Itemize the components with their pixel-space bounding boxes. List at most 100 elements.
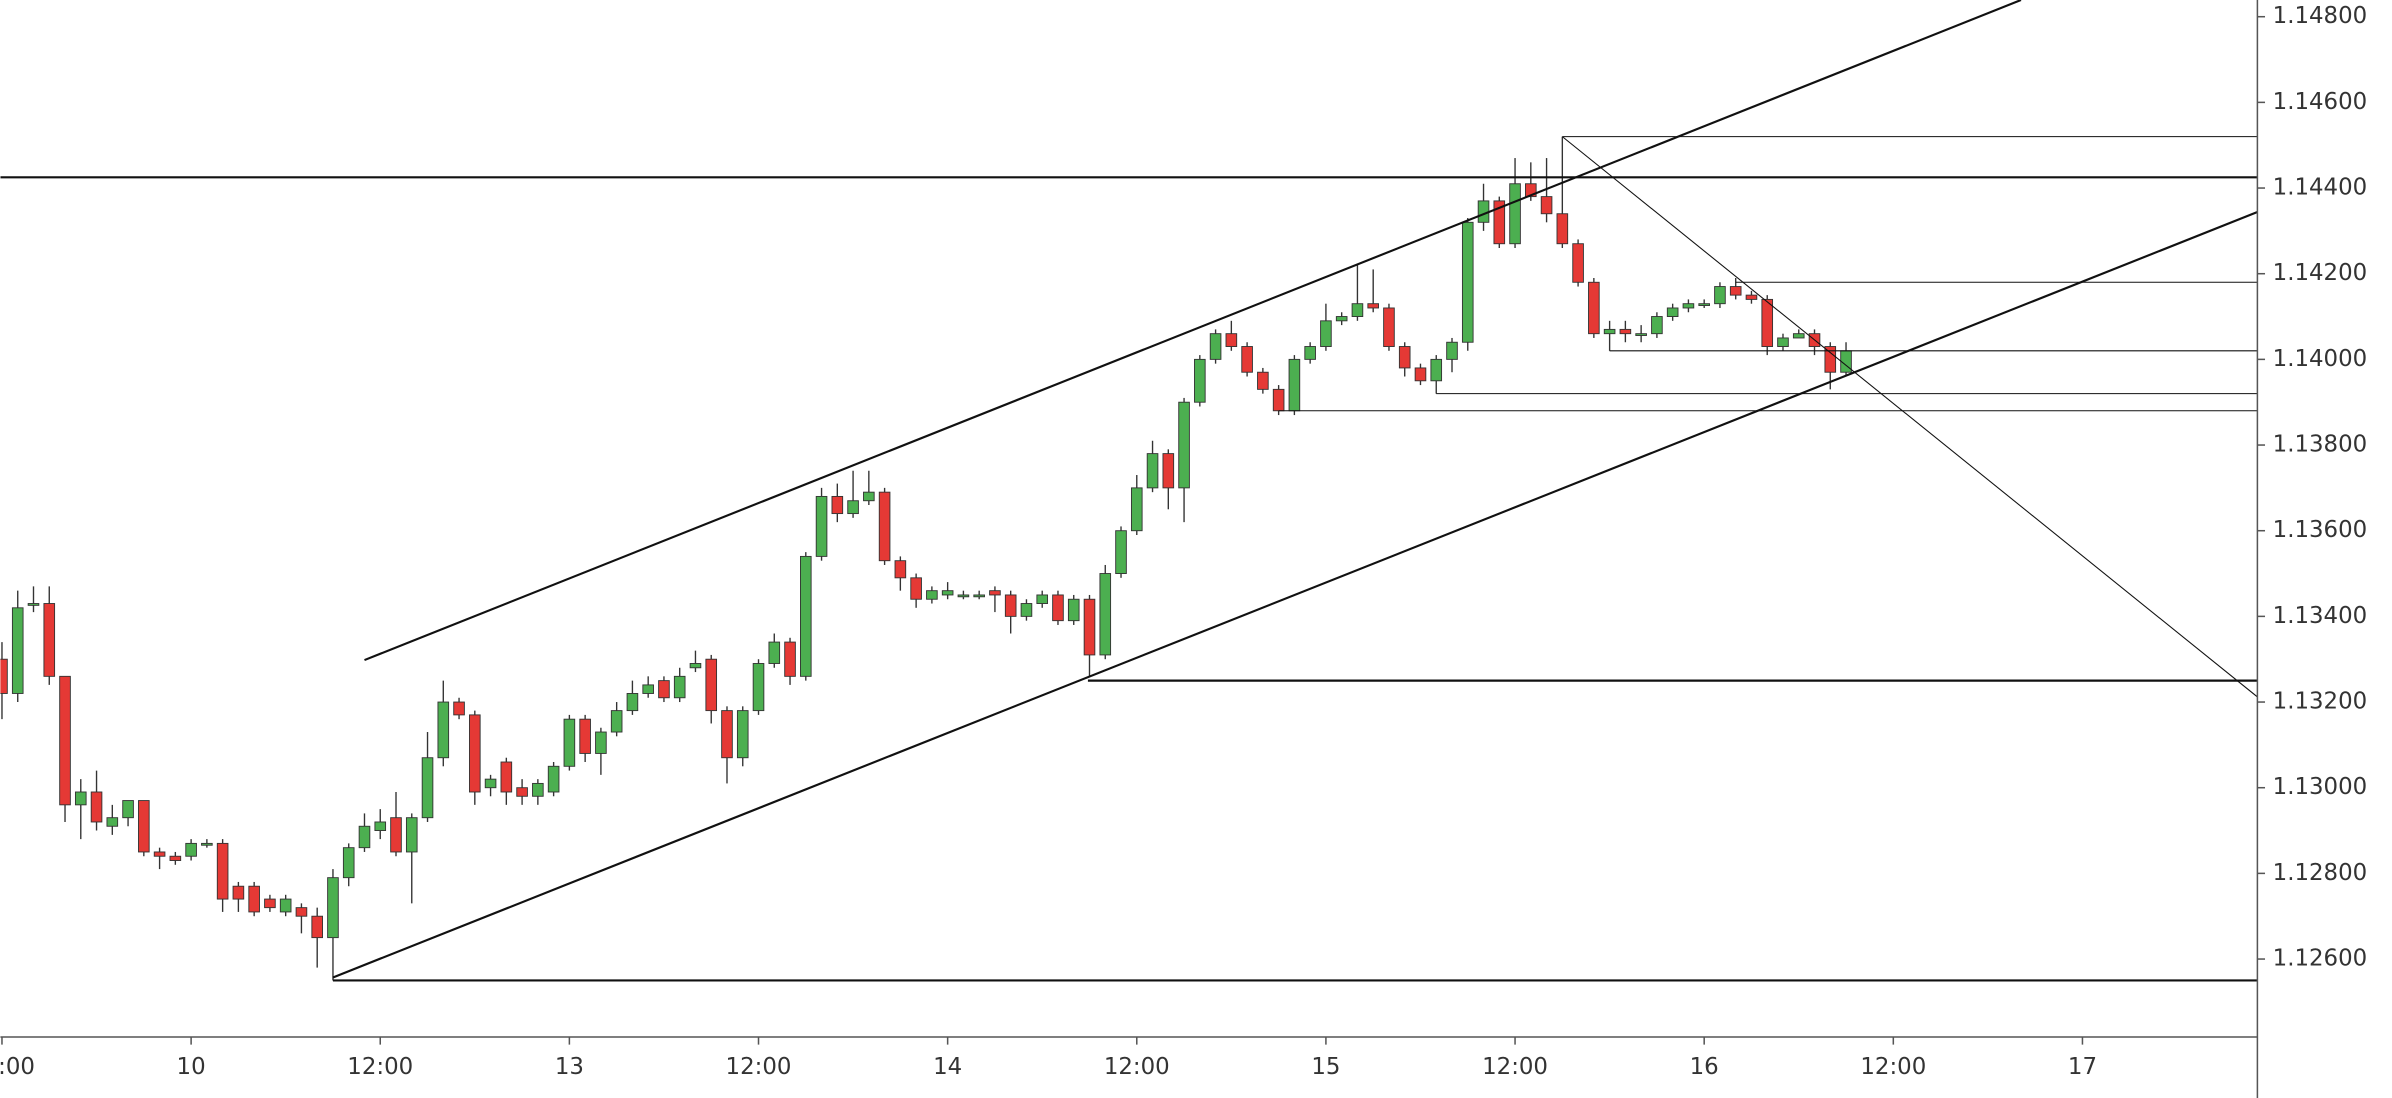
guide-line	[1561, 136, 2258, 698]
candle-body	[90, 791, 103, 823]
y-tick-label: 1.14400	[2273, 175, 2368, 201]
candle-body	[847, 500, 859, 515]
candle-body	[910, 577, 922, 600]
candle-body	[1383, 307, 1395, 347]
candle-body	[1351, 303, 1364, 317]
candle-body	[59, 675, 71, 806]
candle-body	[1241, 346, 1253, 373]
candle-body	[1194, 358, 1206, 403]
candle-body	[1398, 346, 1411, 369]
candle-body	[0, 658, 8, 694]
candle-body	[43, 603, 56, 677]
candle-body	[752, 663, 765, 712]
y-tick-label: 1.13000	[2273, 774, 2368, 800]
candle-body	[1619, 328, 1632, 335]
candle-body	[1824, 346, 1837, 373]
candle-body	[1414, 367, 1427, 382]
candle-body	[405, 817, 418, 853]
candle-body	[342, 847, 355, 879]
candle-body	[1509, 183, 1521, 245]
candle-body	[264, 898, 276, 909]
candle-body	[279, 898, 292, 913]
candle-body	[1209, 333, 1222, 360]
candle-body	[894, 560, 907, 579]
candle-body	[1666, 307, 1679, 317]
candle-body	[1588, 281, 1600, 335]
candle-body	[1714, 286, 1726, 305]
candle-body	[1178, 401, 1190, 489]
candle-body	[768, 641, 781, 664]
candle-body	[1146, 453, 1159, 489]
candle-body	[1682, 303, 1695, 309]
y-tick-label: 1.14200	[2273, 260, 2368, 286]
candle-body	[1020, 603, 1033, 617]
candle-body	[1540, 196, 1553, 215]
candle-body	[1572, 243, 1584, 283]
candle-body	[1036, 594, 1049, 604]
candle-body	[1052, 594, 1064, 622]
candle-body	[232, 885, 245, 900]
y-tick-label: 1.12600	[2273, 946, 2368, 972]
candle-body	[421, 757, 434, 819]
x-tick-label: 13	[555, 1054, 584, 1080]
candle-body	[1493, 200, 1506, 245]
candle-body	[941, 590, 954, 596]
candle-body	[1698, 303, 1710, 306]
candle-body	[484, 778, 497, 789]
x-tick-label: 10	[177, 1054, 206, 1080]
candle-body	[1430, 358, 1443, 382]
candle-body	[1635, 333, 1647, 336]
candle-body	[469, 714, 481, 793]
candle-body	[185, 842, 197, 857]
y-tick-label: 1.13600	[2273, 517, 2368, 543]
candle-body	[1083, 598, 1096, 656]
candle-body	[248, 885, 260, 913]
candle-body	[453, 701, 465, 716]
y-tick-label: 1.12800	[2273, 860, 2368, 886]
trend-line	[364, 0, 2022, 662]
candle-body	[1272, 388, 1285, 412]
plot-area	[0, 0, 2258, 982]
candle-body	[831, 495, 844, 515]
candle-body	[374, 821, 387, 831]
candle-body	[1525, 183, 1537, 198]
candle-body	[327, 877, 339, 939]
candle-body	[1651, 316, 1663, 335]
candle-body	[1556, 213, 1569, 245]
x-tick-label: 12:00	[1104, 1054, 1170, 1080]
x-tick-label: 12:00	[0, 1054, 35, 1080]
y-tick-label: 1.13800	[2273, 432, 2368, 458]
candle-body	[863, 491, 875, 502]
candle-body	[1257, 371, 1269, 390]
candle-body	[1446, 341, 1458, 360]
y-tick-label: 1.13200	[2273, 689, 2368, 715]
x-tick-label: 12:00	[347, 1054, 413, 1080]
candle-body	[1367, 303, 1379, 309]
candle-body	[153, 851, 166, 857]
candle-body	[122, 800, 134, 819]
x-tick-label: 12:00	[1860, 1054, 1926, 1080]
trend-line	[332, 211, 2258, 979]
candle-body	[1792, 333, 1805, 339]
candle-body	[1745, 294, 1758, 300]
candle-body	[201, 842, 213, 846]
candle-body	[295, 907, 308, 917]
candle-body	[658, 680, 670, 699]
candle-body	[1130, 487, 1143, 532]
candle-body	[1288, 358, 1301, 412]
candle-body	[1461, 221, 1474, 343]
candle-body	[1603, 328, 1616, 335]
candle-body	[216, 842, 229, 900]
candle-body	[1729, 286, 1742, 296]
candle-body	[705, 658, 718, 712]
x-tick-label: 12:00	[1482, 1054, 1548, 1080]
candle-body	[1067, 598, 1080, 622]
candle-body	[878, 491, 891, 562]
candle-body	[957, 594, 970, 598]
candle-body	[673, 675, 686, 699]
x-tick-label: 12:00	[726, 1054, 792, 1080]
candle-body	[27, 603, 40, 606]
candle-body	[1162, 453, 1175, 489]
candle-body	[1225, 333, 1238, 347]
